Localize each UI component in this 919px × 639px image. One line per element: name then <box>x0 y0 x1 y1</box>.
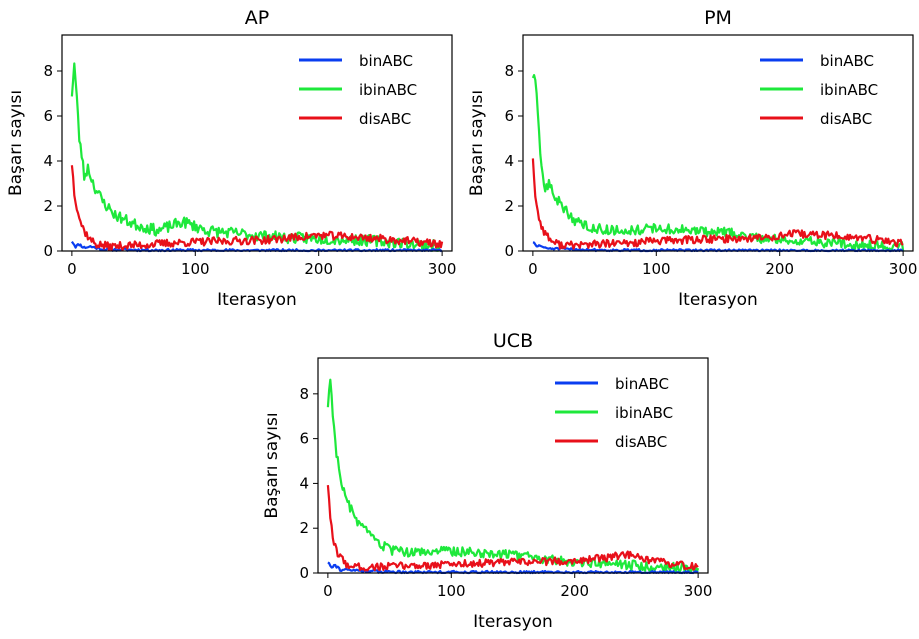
tick-group: 0 100 200 300 0 2 4 6 8 <box>299 385 712 600</box>
y-tick-label: 6 <box>504 107 514 125</box>
chart-pm: PM Iterasyon Başarı sayısı 0 100 200 300 0 2 4… <box>467 7 917 310</box>
legend-label-binabc: binABC <box>615 375 669 393</box>
legend-label-binabc: binABC <box>359 52 413 70</box>
series-line-disabc <box>326 485 699 572</box>
legend-item-ibinabc: ibinABC <box>760 81 878 99</box>
legend-item-disabc: disABC <box>555 433 667 451</box>
x-tick-label: 200 <box>560 582 589 600</box>
x-tick-label: 100 <box>642 260 671 278</box>
x-tick-label: 300 <box>684 582 713 600</box>
chart-title: UCB <box>493 330 533 352</box>
chart-ucb: UCB Iterasyon Başarı sayısı 0 100 200 300 0 2… <box>262 330 712 632</box>
y-tick-label: 4 <box>299 474 309 492</box>
y-axis-label: Başarı sayısı <box>6 90 26 196</box>
y-axis-label: Başarı sayısı <box>467 90 487 196</box>
plot-frame <box>317 357 709 574</box>
legend-label-ibinabc: ibinABC <box>820 81 878 99</box>
series-line-ibinabc <box>531 73 905 252</box>
legend: binABC ibinABC disABC <box>555 375 673 451</box>
x-axis-label: Iterasyon <box>678 290 758 310</box>
y-tick-label: 2 <box>43 197 53 215</box>
x-tick-label: 0 <box>323 582 333 600</box>
series-line-disabc <box>531 158 904 250</box>
legend-label-ibinabc: ibinABC <box>615 404 673 422</box>
legend-item-ibinabc: ibinABC <box>299 81 417 99</box>
legend: binABC ibinABC disABC <box>299 52 417 128</box>
tick-group: 0 100 200 300 0 2 4 6 8 <box>43 62 456 278</box>
x-tick-label: 300 <box>889 260 918 278</box>
x-axis-label: Iterasyon <box>217 290 297 310</box>
y-tick-label: 0 <box>43 242 53 260</box>
y-tick-label: 6 <box>43 107 53 125</box>
y-tick-label: 2 <box>299 519 309 537</box>
y-tick-label: 6 <box>299 430 309 448</box>
legend-item-ibinabc: ibinABC <box>555 404 673 422</box>
y-tick-label: 2 <box>504 197 514 215</box>
y-tick-label: 4 <box>43 152 53 170</box>
chart-ap: AP Iterasyon Başarı sayısı 0 100 200 300 0 2 4… <box>6 7 456 310</box>
x-tick-label: 200 <box>765 260 794 278</box>
y-tick-label: 0 <box>299 564 309 582</box>
x-axis-label: Iterasyon <box>473 612 553 632</box>
series-group <box>531 73 905 253</box>
series-line-disabc <box>70 165 444 252</box>
x-tick-label: 300 <box>428 260 457 278</box>
legend-label-disabc: disABC <box>820 110 872 128</box>
legend-label-disabc: disABC <box>615 433 667 451</box>
y-tick-label: 0 <box>504 242 514 260</box>
plot-frame <box>522 34 914 252</box>
legend-item-disabc: disABC <box>760 110 872 128</box>
y-tick-label: 4 <box>504 152 514 170</box>
legend-label-binabc: binABC <box>820 52 874 70</box>
tick-group: 0 100 200 300 0 2 4 6 8 <box>504 62 917 278</box>
legend-item-binabc: binABC <box>760 52 874 70</box>
legend-item-binabc: binABC <box>299 52 413 70</box>
chart-title: PM <box>704 7 732 29</box>
legend-item-binabc: binABC <box>555 375 669 393</box>
series-line-ibinabc <box>326 378 700 575</box>
x-tick-label: 0 <box>528 260 538 278</box>
y-tick-label: 8 <box>299 385 309 403</box>
plot-frame <box>61 34 453 252</box>
chart-title: AP <box>245 7 269 29</box>
legend: binABC ibinABC disABC <box>760 52 878 128</box>
legend-label-disabc: disABC <box>359 110 411 128</box>
x-tick-label: 100 <box>437 582 466 600</box>
y-axis-label: Başarı sayısı <box>262 412 282 518</box>
legend-item-disabc: disABC <box>299 110 411 128</box>
y-tick-label: 8 <box>43 62 53 80</box>
legend-label-ibinabc: ibinABC <box>359 81 417 99</box>
y-tick-label: 8 <box>504 62 514 80</box>
x-tick-label: 100 <box>181 260 210 278</box>
x-tick-label: 0 <box>67 260 77 278</box>
x-tick-label: 200 <box>304 260 333 278</box>
